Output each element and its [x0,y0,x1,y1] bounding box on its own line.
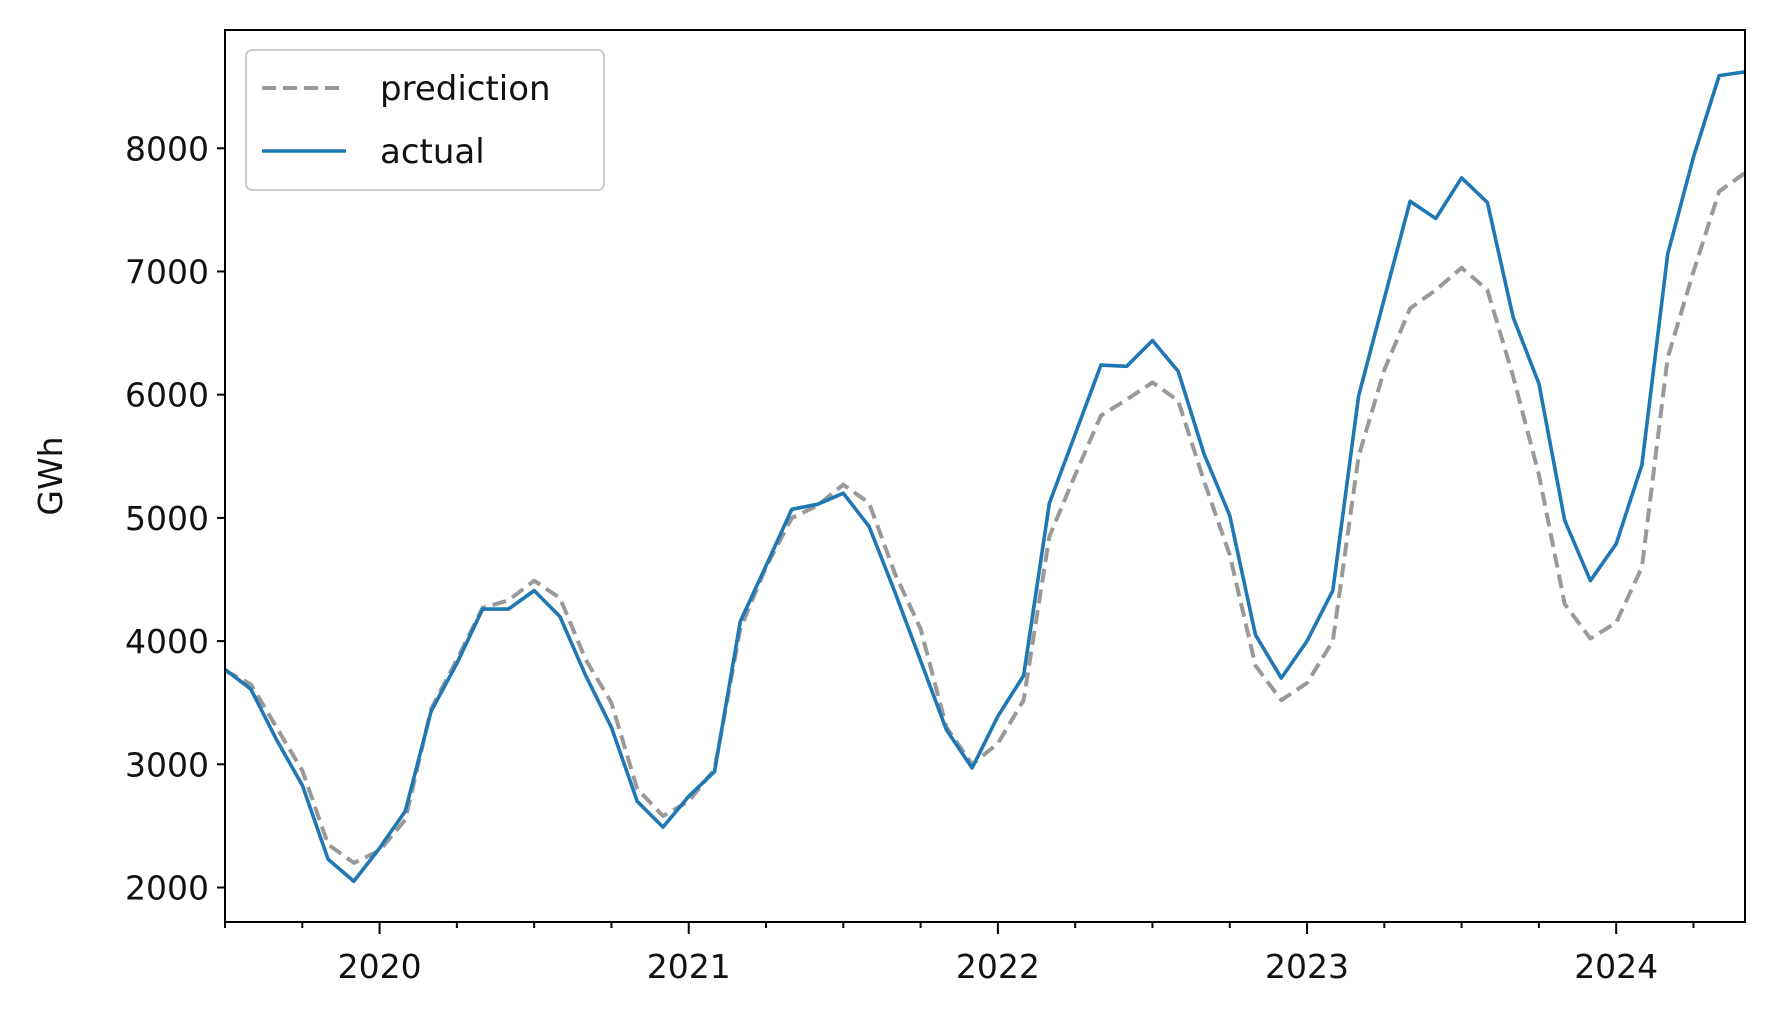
legend-label-prediction: prediction [380,69,551,109]
y-tick-label: 7000 [125,252,209,291]
legend: prediction actual [245,49,605,191]
x-tick-label: 2020 [338,947,422,986]
legend-label-actual: actual [380,132,485,172]
series-layer [223,70,1747,884]
y-tick-label: 3000 [125,745,209,784]
x-tick-label: 2021 [647,947,731,986]
axes-spines [224,29,1746,923]
x-tick-label: 2022 [956,947,1040,986]
y-tick-label: 2000 [125,869,209,908]
y-axis: 2000 3000 4000 5000 6000 7000 8000 [125,129,225,908]
x-tick-label: 2024 [1574,947,1658,986]
y-tick-label: 5000 [125,499,209,538]
y-tick-label: 6000 [125,376,209,415]
x-tick-label: 2023 [1265,947,1349,986]
y-tick-label: 8000 [125,129,209,168]
x-axis: 2020 2021 2022 2023 2024 [224,922,1695,986]
y-tick-label: 4000 [125,622,209,661]
legend-box [245,49,605,191]
y-axis-label: GWh [31,436,70,515]
series-line-actual [223,70,1746,884]
